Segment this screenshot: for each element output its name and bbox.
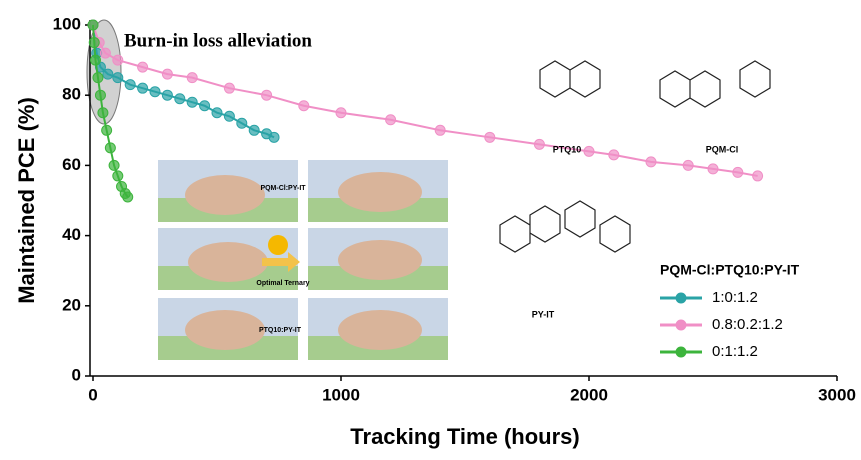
x-tick-label: 2000 <box>570 385 608 404</box>
annotation: Burn-in loss alleviation <box>124 30 312 51</box>
data-point <box>645 156 657 168</box>
y-tick-label: 20 <box>62 295 81 314</box>
data-point <box>752 170 764 182</box>
data-point <box>484 131 496 143</box>
inset-blob <box>185 175 265 215</box>
annotation: PTQ10:PY-IT <box>259 327 302 334</box>
data-point <box>112 54 124 66</box>
data-point <box>87 19 99 31</box>
data-point <box>211 107 223 119</box>
data-point <box>583 145 595 157</box>
data-point <box>112 170 124 182</box>
data-point <box>335 107 347 119</box>
data-point <box>104 142 116 154</box>
annotation: PY-IT <box>532 309 555 319</box>
legend-marker <box>675 346 687 358</box>
data-point <box>608 149 620 161</box>
data-point <box>174 93 186 105</box>
data-point <box>89 54 101 66</box>
data-point <box>223 110 235 122</box>
data-point <box>108 159 120 171</box>
y-tick-label: 60 <box>62 155 81 174</box>
data-point <box>385 114 397 126</box>
data-point <box>122 191 134 203</box>
inset-diagrams <box>158 160 448 360</box>
x-axis-label: Tracking Time (hours) <box>350 424 579 449</box>
data-point <box>434 124 446 136</box>
data-point <box>186 72 198 84</box>
annotation: PTQ10 <box>553 144 582 154</box>
data-point <box>101 124 113 136</box>
data-point <box>236 117 248 129</box>
y-tick-label: 40 <box>62 225 81 244</box>
y-tick-label: 0 <box>72 365 81 384</box>
annotation: PQM-Cl <box>706 144 739 154</box>
data-point <box>137 82 149 94</box>
data-point <box>137 61 149 73</box>
inset-blob <box>185 310 265 350</box>
annotation: PQM-Cl:PY-IT <box>260 185 306 192</box>
data-point <box>248 124 260 136</box>
data-point <box>732 166 744 178</box>
data-point <box>97 107 109 119</box>
legend-label: 1:0:1.2 <box>712 289 758 306</box>
data-point <box>533 138 545 150</box>
x-tick-label: 3000 <box>818 385 856 404</box>
data-point <box>298 100 310 112</box>
data-point <box>102 68 114 80</box>
data-point <box>112 72 124 84</box>
data-point <box>161 89 173 101</box>
data-point <box>707 163 719 175</box>
y-axis-label: Maintained PCE (%) <box>14 97 39 304</box>
legend-marker <box>675 292 687 304</box>
data-point <box>199 100 211 112</box>
arrow <box>262 252 300 272</box>
data-point <box>124 79 136 91</box>
data-point <box>268 131 280 143</box>
inset-blob <box>338 172 422 212</box>
data-point <box>149 86 161 98</box>
sun-icon <box>268 235 288 255</box>
annotation: Optimal Ternary <box>256 280 309 287</box>
molecule-sketches <box>499 60 771 253</box>
molecule <box>659 60 771 108</box>
molecule <box>499 200 631 253</box>
data-point <box>88 37 100 49</box>
data-point <box>92 72 104 84</box>
legend-title: PQM-Cl:PTQ10:PY-IT <box>660 262 800 278</box>
inset-blob <box>338 240 422 280</box>
data-point <box>186 96 198 108</box>
y-tick-label: 100 <box>53 14 81 33</box>
data-point <box>94 89 106 101</box>
x-tick-label: 1000 <box>322 385 360 404</box>
legend-label: 0:1:1.2 <box>712 343 758 360</box>
x-tick-label: 0 <box>88 385 97 404</box>
data-point <box>99 47 111 59</box>
data-point <box>261 89 273 101</box>
inset-blob <box>188 242 268 282</box>
inset-blob <box>338 310 422 350</box>
legend-label: 0.8:0.2:1.2 <box>712 316 783 333</box>
molecule <box>539 60 601 98</box>
data-point <box>161 68 173 80</box>
y-tick-label: 80 <box>62 85 81 104</box>
legend-marker <box>675 319 687 331</box>
data-point <box>223 82 235 94</box>
data-point <box>682 159 694 171</box>
series-line <box>92 24 758 177</box>
